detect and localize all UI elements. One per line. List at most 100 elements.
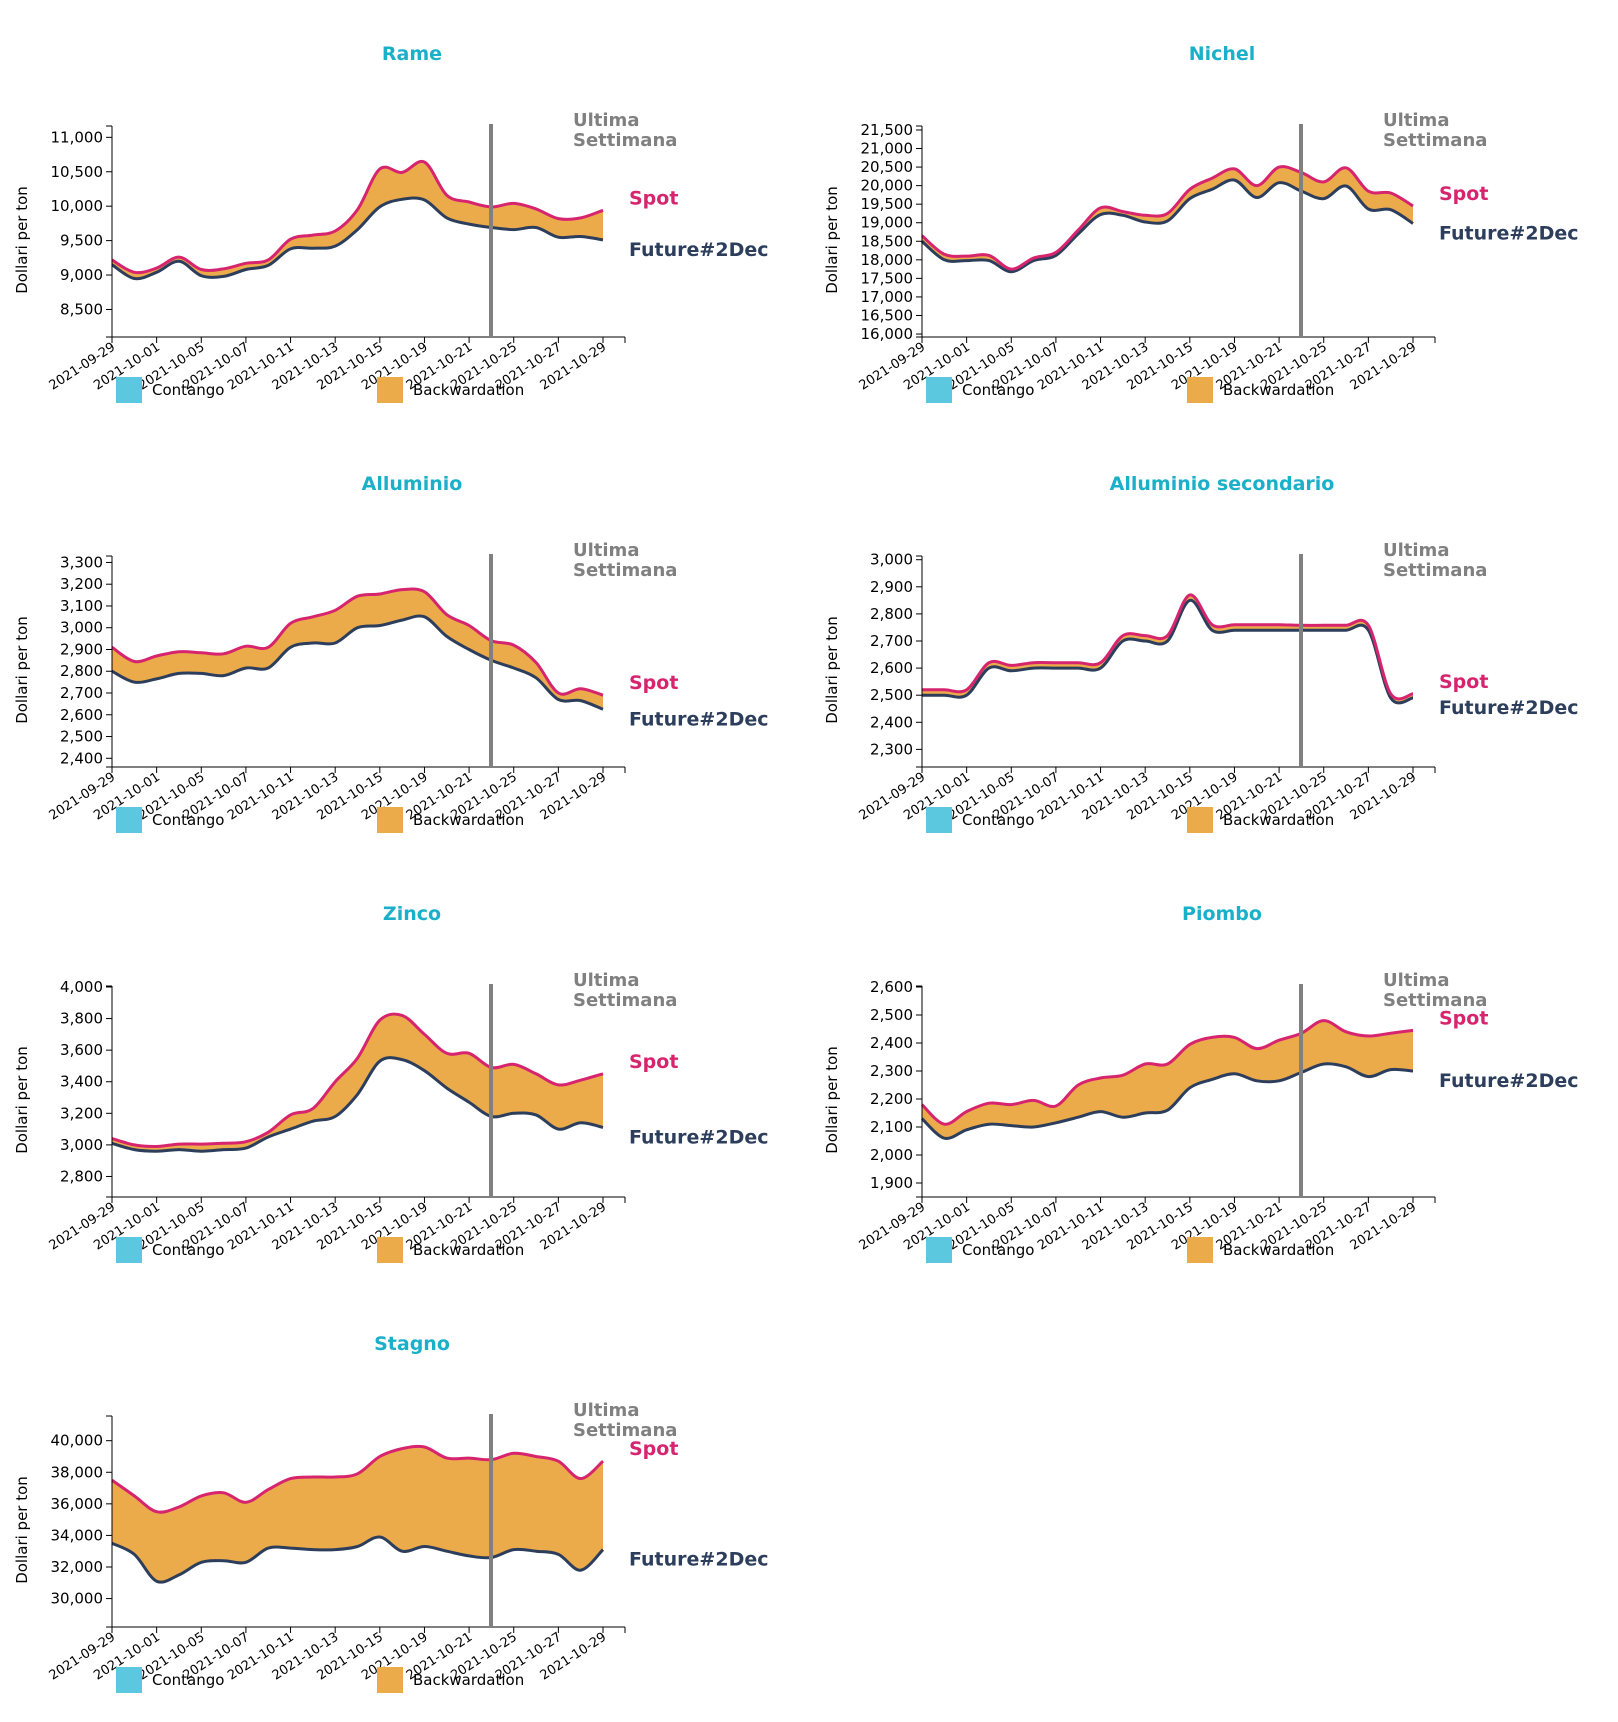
legend-backwardation-label: Backwardation <box>1223 811 1334 829</box>
y-tick-label: 2,500 <box>870 1006 913 1024</box>
future-line <box>111 614 604 711</box>
backwardation-area <box>112 1014 603 1152</box>
legend-contango-label: Contango <box>962 1241 1034 1259</box>
legend-backwardation-swatch <box>377 1667 403 1693</box>
y-axis-label: Dollari per ton <box>823 1046 841 1154</box>
week-label-1: Ultima <box>1383 540 1449 561</box>
week-label-1: Ultima <box>573 970 639 991</box>
y-axis-label: Dollari per ton <box>13 1476 31 1584</box>
y-tick-label: 1,900 <box>870 1174 913 1192</box>
y-tick-label: 21,500 <box>861 121 914 139</box>
y-tick-label: 2,400 <box>60 749 103 767</box>
legend-contango-swatch <box>926 807 952 833</box>
y-axis-label: Dollari per ton <box>13 616 31 724</box>
spot-line <box>111 587 604 697</box>
spot-end-label: Spot <box>1439 183 1488 205</box>
spot-end-label: Spot <box>629 1438 678 1460</box>
y-tick-label: 3,200 <box>60 1104 103 1122</box>
backwardation-area <box>922 166 1413 272</box>
chart-title: Stagno <box>374 1333 450 1355</box>
chart-title: Nichel <box>1189 43 1256 65</box>
y-tick-label: 2,000 <box>870 1146 913 1164</box>
y-tick-label: 38,000 <box>51 1463 104 1481</box>
chart-title: Alluminio secondario <box>1110 473 1335 495</box>
y-tick-label: 34,000 <box>51 1526 104 1544</box>
legend-contango-swatch <box>926 377 952 403</box>
future-end-label: Future#2Dec <box>629 1549 769 1571</box>
spot-line <box>111 1012 604 1149</box>
y-tick-label: 2,700 <box>60 684 103 702</box>
week-label-1: Ultima <box>573 110 639 131</box>
y-tick-label: 2,600 <box>870 978 913 996</box>
legend-contango-swatch <box>116 377 142 403</box>
backwardation-area <box>922 1020 1413 1139</box>
y-tick-label: 2,300 <box>870 1062 913 1080</box>
spot-end-label: Spot <box>629 187 678 209</box>
y-tick-label: 3,800 <box>60 1010 103 1028</box>
y-tick-label: 2,100 <box>870 1118 913 1136</box>
y-tick-label: 20,500 <box>861 158 914 176</box>
y-tick-label: 2,600 <box>60 706 103 724</box>
week-label-2: Settimana <box>573 990 677 1011</box>
y-tick-label: 2,600 <box>870 659 913 677</box>
y-tick-label: 19,500 <box>861 195 914 213</box>
legend-contango-swatch <box>116 1667 142 1693</box>
chart-panel-6: Stagno Dollari per ton 30,000 32,000 34,000 3… <box>13 1333 769 1693</box>
future-end-label: Future#2Dec <box>629 239 769 261</box>
y-tick-label: 16,500 <box>861 306 914 324</box>
future-line <box>921 598 1414 705</box>
spot-end-label: Spot <box>1439 1007 1488 1029</box>
y-tick-label: 10,000 <box>51 197 104 215</box>
chart-panel-0: Rame Dollari per ton 8,500 9,000 9,500 10,000… <box>13 43 769 403</box>
y-tick-label: 16,000 <box>861 325 914 343</box>
chart-panel-3: Alluminio secondario Dollari per ton 2,300… <box>823 473 1579 833</box>
legend-backwardation-swatch <box>377 1237 403 1263</box>
future-end-label: Future#2Dec <box>1439 1070 1579 1092</box>
backwardation-area <box>112 589 603 710</box>
week-label-1: Ultima <box>1383 970 1449 991</box>
y-axis-label: Dollari per ton <box>823 186 841 294</box>
spot-end-label: Spot <box>1439 671 1488 693</box>
spot-line <box>922 593 1414 701</box>
y-tick-label: 40,000 <box>51 1432 104 1450</box>
y-tick-label: 3,000 <box>60 1136 103 1154</box>
week-label-1: Ultima <box>573 540 639 561</box>
y-tick-label: 2,700 <box>870 632 913 650</box>
legend-backwardation-swatch <box>1187 807 1213 833</box>
chart-title: Piombo <box>1182 903 1262 925</box>
backwardation-area <box>112 161 603 279</box>
spot-line <box>920 1019 1414 1126</box>
y-tick-label: 2,200 <box>870 1090 913 1108</box>
y-tick-label: 17,500 <box>861 269 914 287</box>
y-tick-label: 10,500 <box>51 163 104 181</box>
legend-backwardation-swatch <box>377 807 403 833</box>
future-end-label: Future#2Dec <box>1439 222 1579 244</box>
y-tick-label: 2,800 <box>60 1167 103 1185</box>
future-line <box>111 1535 605 1584</box>
y-tick-label: 9,000 <box>60 266 103 284</box>
y-tick-label: 3,000 <box>60 619 103 637</box>
y-axis-label: Dollari per ton <box>823 616 841 724</box>
week-label-2: Settimana <box>573 130 677 151</box>
y-tick-label: 9,500 <box>60 232 103 250</box>
legend-backwardation-label: Backwardation <box>413 381 524 399</box>
spot-line <box>111 159 604 275</box>
y-tick-label: 30,000 <box>51 1590 104 1608</box>
y-tick-label: 2,400 <box>870 1034 913 1052</box>
y-tick-label: 36,000 <box>51 1495 104 1513</box>
future-end-label: Future#2Dec <box>629 708 769 730</box>
legend-backwardation-label: Backwardation <box>413 1241 524 1259</box>
y-tick-label: 20,000 <box>861 177 914 195</box>
y-tick-label: 32,000 <box>51 1558 104 1576</box>
y-axis-label: Dollari per ton <box>13 1046 31 1154</box>
y-tick-label: 21,000 <box>861 140 914 158</box>
future-line <box>920 1062 1414 1140</box>
y-tick-label: 18,500 <box>861 232 914 250</box>
future-line <box>921 178 1414 274</box>
y-tick-label: 3,100 <box>60 597 103 615</box>
y-tick-label: 2,500 <box>870 686 913 704</box>
week-label-2: Settimana <box>1383 130 1487 151</box>
y-tick-label: 3,000 <box>870 551 913 569</box>
legend-contango-label: Contango <box>152 811 224 829</box>
